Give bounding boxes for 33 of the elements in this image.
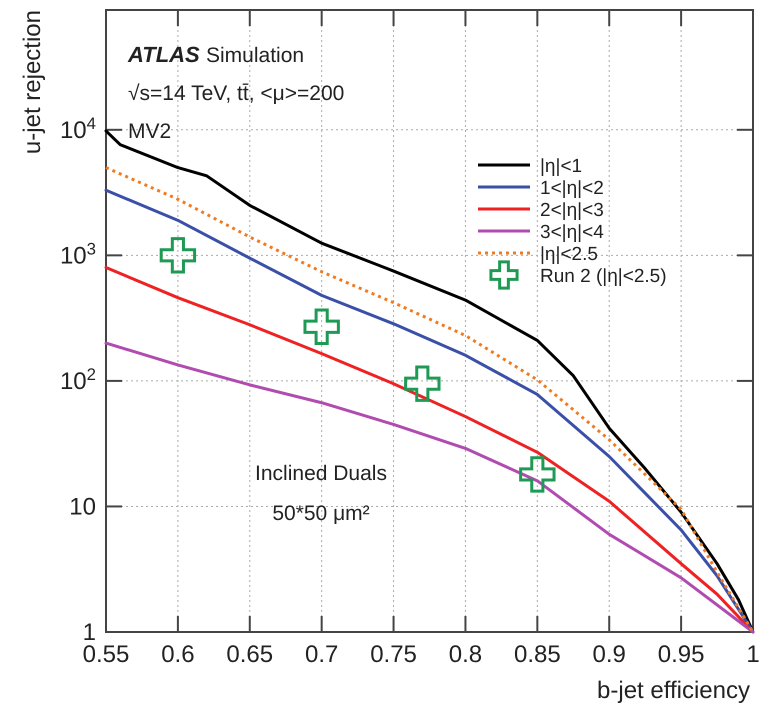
y-tick-label: 10$^{3}$ [60,238,96,270]
y-tick-label: 10 [69,493,96,520]
x-tick-label: 0.6 [161,641,195,668]
x-tick-label: 0.75 [370,641,417,668]
annotation: √s=14 TeV, tt̄, <μ>=200 [128,82,344,105]
x-tick-label: 0.9 [592,641,626,668]
legend-label: |η|<2.5 [540,244,598,265]
x-tick-label: 0.95 [658,641,704,668]
line-series [104,266,754,634]
x-tick-label: 0.65 [226,641,274,668]
legend-label: 1<|η|<2 [540,178,604,199]
legend-label: 2<|η|<3 [540,200,604,221]
line-series [104,342,754,634]
point [303,308,340,345]
annotation: ATLAS [127,42,200,67]
y-axis-title: u-jet rejection [19,10,46,154]
x-tick-label: 1 [746,641,760,668]
annotation: Inclined Duals [255,462,387,485]
x-tick-label: 0.7 [304,641,338,668]
point [519,456,556,493]
x-axis-title: b-jet efficiency [597,677,750,704]
y-tick-label: 10$^{4}$ [60,113,96,144]
y-tick-label: 10$^{2}$ [60,364,96,395]
point [404,365,441,402]
legend-label: |η|<1 [540,156,582,177]
annotation: 50*50 μm² [272,502,370,525]
legend-label: 3<|η|<4 [540,222,604,243]
x-tick-label: 0.8 [448,641,482,668]
annotation: MV2 [128,120,172,143]
x-tick-label: 0.85 [514,641,561,668]
legend-label: Run 2 (|η|<2.5) [540,266,667,287]
annotation: Simulation [206,44,304,67]
point [160,237,196,274]
